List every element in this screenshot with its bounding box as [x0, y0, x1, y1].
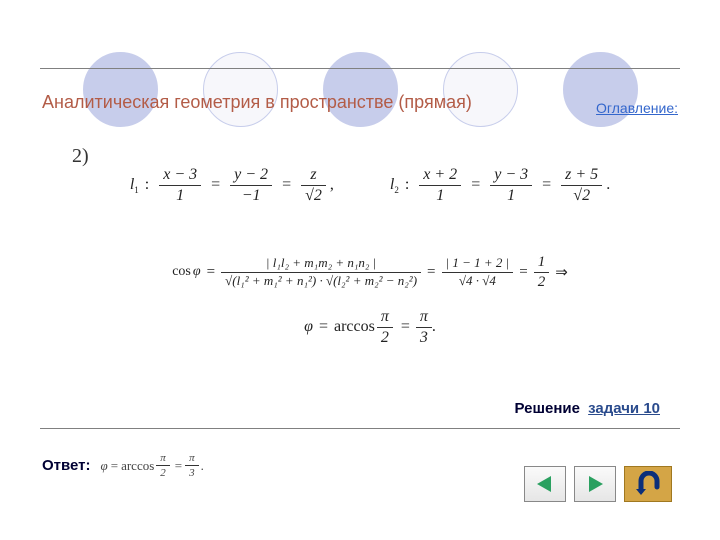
answer-math: φ = arccos π 2 = π 3 .: [101, 452, 204, 479]
page-title: Аналитическая геометрия в пространстве (…: [42, 92, 472, 113]
circle-1: [83, 52, 158, 127]
bottom-divider: [40, 428, 680, 429]
task-link[interactable]: задачи 10: [588, 400, 660, 417]
next-button[interactable]: [574, 466, 616, 502]
next-icon: [583, 472, 607, 496]
item-number: 2): [72, 145, 89, 168]
l2-label: l2: [390, 176, 399, 193]
phi-result: φ = arccos π 2 = π 3 .: [100, 308, 640, 346]
toc-link-text: Оглавление: [596, 100, 674, 116]
toc-link[interactable]: Оглавление:: [596, 100, 678, 116]
prev-icon: [533, 472, 557, 496]
answer-label: Ответ:: [42, 457, 91, 474]
line-equations: l1: x − 31 = y − 2−1 = z√2 , l2: x + 21 …: [100, 166, 640, 204]
solution-link: Решение задачи 10: [515, 400, 661, 417]
top-divider: [40, 68, 680, 69]
nav-buttons: [524, 466, 672, 502]
solution-label-text: Решение: [515, 400, 580, 417]
return-button[interactable]: [624, 466, 672, 502]
cos-formula: cosφ = | l₁l₂ + m₁m₂ + n₁n₂ | √(l₁² + m₁…: [100, 254, 640, 290]
return-icon: [633, 471, 663, 497]
prev-button[interactable]: [524, 466, 566, 502]
answer-row: Ответ: φ = arccos π 2 = π 3 .: [42, 452, 204, 479]
math-content: l1: x − 31 = y − 2−1 = z√2 , l2: x + 21 …: [100, 160, 640, 346]
l1-label: l1: [130, 176, 139, 193]
circle-2: [203, 52, 278, 127]
circle-3: [323, 52, 398, 127]
circle-4: [443, 52, 518, 127]
